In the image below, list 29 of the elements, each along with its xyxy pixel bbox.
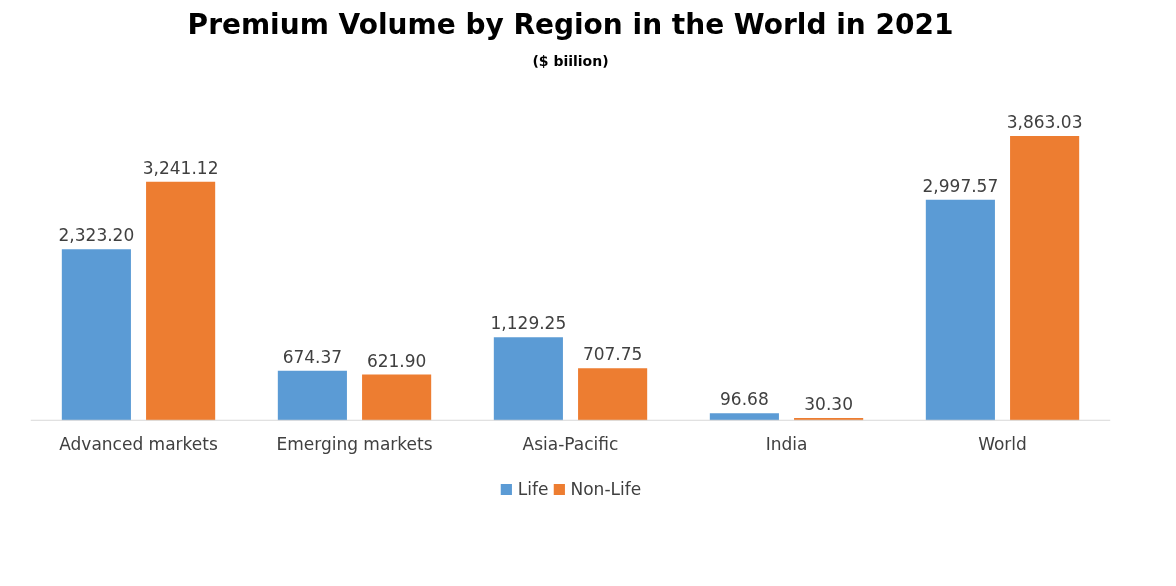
bar bbox=[925, 199, 995, 421]
data-label: 3,241.12 bbox=[142, 157, 219, 178]
data-label: 674.37 bbox=[282, 346, 343, 367]
legend-label: Life bbox=[517, 479, 549, 499]
bar bbox=[146, 181, 216, 421]
data-label: 30.30 bbox=[804, 394, 853, 415]
bar bbox=[794, 418, 864, 421]
x-tick-label: Asia-Pacific bbox=[522, 434, 619, 455]
data-label: 621.90 bbox=[366, 350, 427, 371]
data-label: 3,863.03 bbox=[1006, 112, 1083, 133]
data-label: 2,997.57 bbox=[922, 175, 999, 196]
bar bbox=[709, 413, 779, 421]
bar bbox=[61, 249, 131, 421]
chart-title: Premium Volume by Region in the World in 2021 bbox=[187, 7, 954, 41]
data-label: 707.75 bbox=[582, 344, 643, 365]
x-tick-label: Advanced markets bbox=[59, 434, 218, 455]
chart-subtitle: ($ biilion) bbox=[532, 52, 609, 69]
bar bbox=[493, 337, 563, 421]
x-tick-label: World bbox=[978, 434, 1027, 455]
x-tick-label: Emerging markets bbox=[276, 434, 433, 455]
bar bbox=[362, 374, 432, 421]
bar bbox=[277, 370, 347, 421]
x-tick-label: India bbox=[765, 434, 808, 455]
data-label: 1,129.25 bbox=[490, 313, 567, 334]
data-label: 96.68 bbox=[720, 389, 769, 410]
bar bbox=[578, 368, 648, 421]
data-label: 2,323.20 bbox=[58, 225, 135, 246]
legend-label: Non-Life bbox=[570, 479, 642, 499]
bar bbox=[1010, 136, 1080, 421]
